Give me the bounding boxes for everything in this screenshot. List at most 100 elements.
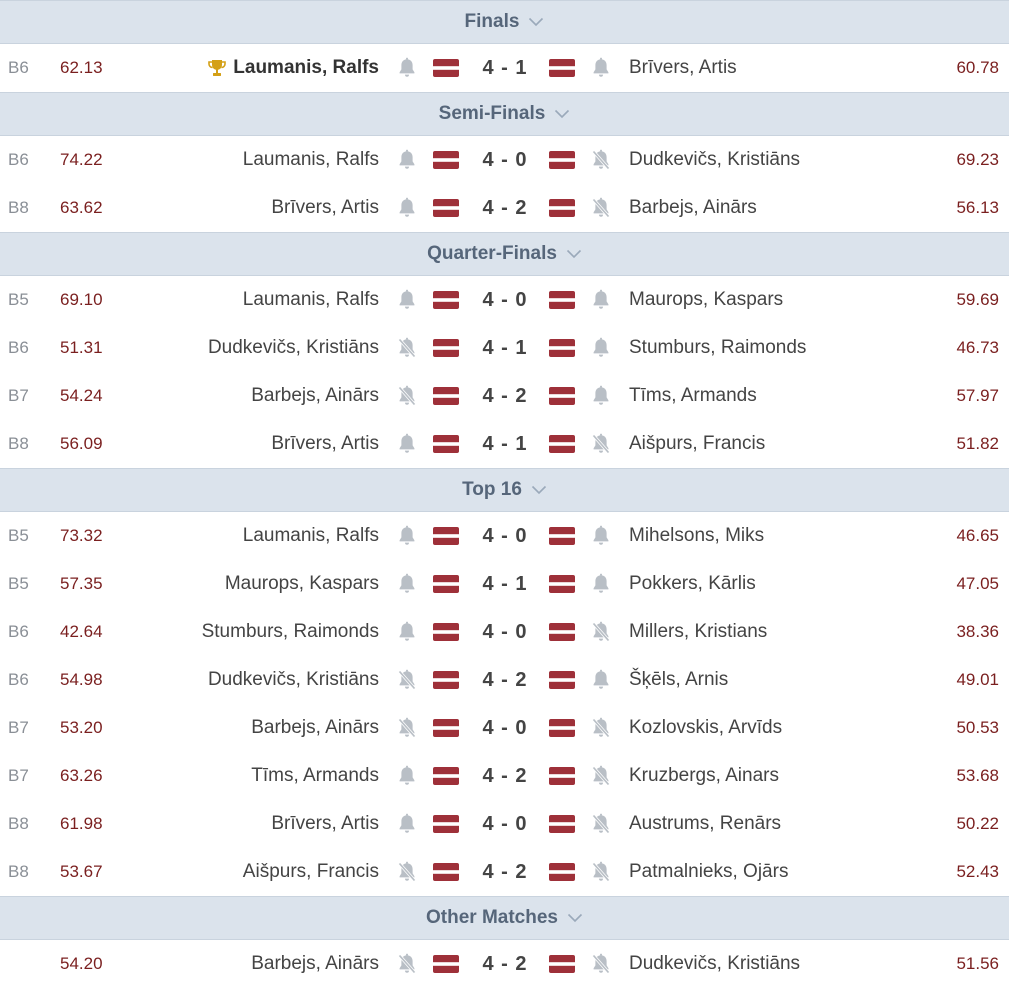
left-player-name[interactable]: Maurops, Kaspars [225, 560, 379, 608]
left-player-name[interactable]: Barbejs, Ainārs [251, 704, 379, 752]
left-player-average: 69.10 [60, 290, 103, 309]
bell-off-icon[interactable] [590, 608, 612, 656]
bell-off-icon[interactable] [396, 324, 418, 372]
left-player-average: 57.35 [60, 574, 103, 593]
right-player-name[interactable]: Pokkers, Kārlis [629, 573, 756, 594]
bell-off-icon[interactable] [590, 420, 612, 468]
bell-off-icon[interactable] [590, 800, 612, 848]
chevron-down-icon[interactable] [566, 249, 582, 259]
match-row[interactable]: B5 57.35 Maurops, Kaspars 4 - 1 Pokkers, Kār… [0, 560, 1009, 608]
left-player-name[interactable]: Dudkevičs, Kristiāns [208, 656, 379, 704]
bell-off-icon[interactable] [590, 704, 612, 752]
left-player-name[interactable]: Brīvers, Artis [271, 800, 379, 848]
left-player-name[interactable]: Laumanis, Ralfs [243, 276, 379, 324]
bell-icon[interactable] [396, 184, 418, 232]
left-player-name[interactable]: Laumanis, Ralfs [207, 44, 379, 92]
right-player-name[interactable]: Brīvers, Artis [629, 57, 737, 78]
right-player-name[interactable]: Austrums, Renārs [629, 813, 782, 834]
right-player-name[interactable]: Mihelsons, Miks [629, 525, 765, 546]
match-row[interactable]: 54.20 Barbejs, Ainārs 4 - 2 Dudkevičs, Kris… [0, 940, 1009, 988]
bell-icon[interactable] [396, 512, 418, 560]
chevron-down-icon[interactable] [528, 17, 544, 27]
bell-icon[interactable] [590, 560, 612, 608]
right-player-name[interactable]: Millers, Kristians [629, 621, 768, 642]
match-row[interactable]: B6 51.31 Dudkevičs, Kristiāns 4 - 1 Stumburs… [0, 324, 1009, 372]
match-row[interactable]: B8 63.62 Brīvers, Artis 4 - 2 Barbejs, Ainār… [0, 184, 1009, 232]
bell-icon[interactable] [396, 608, 418, 656]
right-player-name[interactable]: Patmalnieks, Ojārs [629, 861, 789, 882]
left-player-name[interactable]: Brīvers, Artis [271, 184, 379, 232]
right-player-name[interactable]: Stumburs, Raimonds [629, 337, 807, 358]
right-player-name[interactable]: Kozlovskis, Arvīds [629, 717, 783, 738]
match-row[interactable]: B6 62.13 Laumanis, Ralfs 4 - 1 Brīvers, Arti… [0, 44, 1009, 92]
left-player-average: 63.26 [60, 766, 103, 785]
match-row[interactable]: B7 54.24 Barbejs, Ainārs 4 - 2 Tīms, Armands… [0, 372, 1009, 420]
bell-icon[interactable] [396, 276, 418, 324]
bell-icon[interactable] [590, 324, 612, 372]
left-player-name[interactable]: Laumanis, Ralfs [243, 512, 379, 560]
bell-off-icon[interactable] [590, 940, 612, 988]
right-player-name[interactable]: Aišpurs, Francis [629, 433, 766, 454]
right-player-name[interactable]: Šķēls, Arnis [629, 669, 729, 690]
bell-icon[interactable] [396, 420, 418, 468]
bell-icon[interactable] [396, 136, 418, 184]
chevron-down-icon[interactable] [567, 913, 583, 923]
match-row[interactable]: B6 54.98 Dudkevičs, Kristiāns 4 - 2 Šķēls, A… [0, 656, 1009, 704]
left-player-average: 54.20 [60, 954, 103, 973]
left-player-label: Barbejs, Ainārs [251, 953, 379, 974]
right-player-name[interactable]: Dudkevičs, Kristiāns [629, 149, 801, 170]
bell-icon[interactable] [590, 512, 612, 560]
bell-icon[interactable] [396, 800, 418, 848]
match-row[interactable]: B8 53.67 Aišpurs, Francis 4 - 2 Patmalnieks,… [0, 848, 1009, 896]
section-header-finals[interactable]: Finals [0, 0, 1009, 44]
left-player-name[interactable]: Stumburs, Raimonds [202, 608, 379, 656]
left-player-average: 62.13 [60, 58, 103, 77]
right-player-name[interactable]: Barbejs, Ainārs [629, 197, 757, 218]
bell-icon[interactable] [590, 656, 612, 704]
section-header-semi-finals[interactable]: Semi-Finals [0, 92, 1009, 136]
right-player-name[interactable]: Kruzbergs, Ainars [629, 765, 779, 786]
section-header-quarter-finals[interactable]: Quarter-Finals [0, 232, 1009, 276]
bell-icon[interactable] [396, 44, 418, 92]
bell-off-icon[interactable] [590, 848, 612, 896]
left-player-name[interactable]: Barbejs, Ainārs [251, 940, 379, 988]
bell-icon[interactable] [590, 44, 612, 92]
bell-off-icon[interactable] [396, 940, 418, 988]
bell-off-icon[interactable] [396, 372, 418, 420]
trophy-icon [207, 58, 227, 78]
bell-icon[interactable] [396, 560, 418, 608]
left-player-name[interactable]: Aišpurs, Francis [243, 848, 379, 896]
bell-off-icon[interactable] [396, 656, 418, 704]
left-player-name[interactable]: Tīms, Armands [251, 752, 379, 800]
bell-off-icon[interactable] [590, 752, 612, 800]
match-row[interactable]: B7 53.20 Barbejs, Ainārs 4 - 0 Kozlovskis, A… [0, 704, 1009, 752]
bell-off-icon[interactable] [590, 184, 612, 232]
section-header-top-16[interactable]: Top 16 [0, 468, 1009, 512]
chevron-down-icon[interactable] [554, 109, 570, 119]
match-row[interactable]: B5 73.32 Laumanis, Ralfs 4 - 0 Mihelsons, Mi… [0, 512, 1009, 560]
right-player-average: 69.23 [956, 150, 999, 169]
left-player-name[interactable]: Laumanis, Ralfs [243, 136, 379, 184]
left-player-name[interactable]: Dudkevičs, Kristiāns [208, 324, 379, 372]
bell-icon[interactable] [590, 276, 612, 324]
match-row[interactable]: B6 74.22 Laumanis, Ralfs 4 - 0 Dudkevičs, Kr… [0, 136, 1009, 184]
bell-off-icon[interactable] [396, 848, 418, 896]
bell-off-icon[interactable] [590, 136, 612, 184]
bell-off-icon[interactable] [396, 704, 418, 752]
bell-icon[interactable] [396, 752, 418, 800]
match-row[interactable]: B5 69.10 Laumanis, Ralfs 4 - 0 Maurops, Kasp… [0, 276, 1009, 324]
match-row[interactable]: B7 63.26 Tīms, Armands 4 - 2 Kruzbergs, Aina… [0, 752, 1009, 800]
bell-icon[interactable] [590, 372, 612, 420]
left-player-name[interactable]: Brīvers, Artis [271, 420, 379, 468]
right-player-name[interactable]: Tīms, Armands [629, 385, 757, 406]
chevron-down-icon[interactable] [531, 485, 547, 495]
section-header-other-matches[interactable]: Other Matches [0, 896, 1009, 940]
left-player-average: 54.98 [60, 670, 103, 689]
left-player-name[interactable]: Barbejs, Ainārs [251, 372, 379, 420]
match-row[interactable]: B8 61.98 Brīvers, Artis 4 - 0 Austrums, Renā… [0, 800, 1009, 848]
match-row[interactable]: B6 42.64 Stumburs, Raimonds 4 - 0 Millers, K… [0, 608, 1009, 656]
right-player-name[interactable]: Maurops, Kaspars [629, 289, 784, 310]
right-player-name[interactable]: Dudkevičs, Kristiāns [629, 953, 801, 974]
match-row[interactable]: B8 56.09 Brīvers, Artis 4 - 1 Aišpurs, Franc… [0, 420, 1009, 468]
board-label: B8 [8, 198, 29, 217]
